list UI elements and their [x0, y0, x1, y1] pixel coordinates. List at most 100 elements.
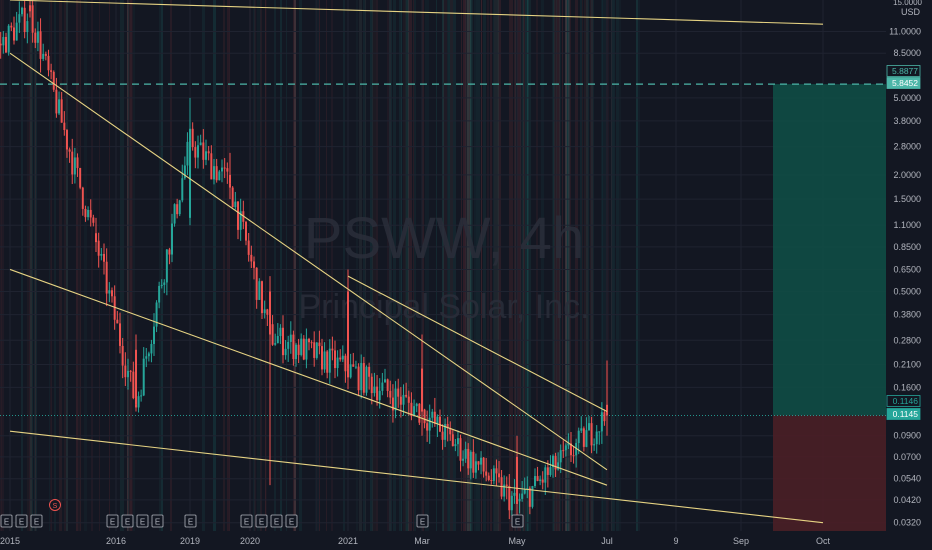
- volume-band: [467, 0, 471, 531]
- earnings-marker-label: E: [34, 518, 39, 527]
- price-axis-tick: 0.0420: [893, 495, 921, 505]
- price-axis-top-label: 15.0000: [893, 0, 922, 7]
- earnings-marker-label: E: [110, 518, 115, 527]
- candle: [518, 498, 521, 502]
- volume-band: [405, 0, 409, 531]
- volume-band: [29, 0, 32, 531]
- volume-band: [476, 0, 480, 531]
- volume-band: [274, 0, 276, 531]
- volume-band: [552, 0, 555, 531]
- candle: [349, 364, 352, 378]
- split-marker[interactable]: [49, 499, 61, 511]
- volume-band: [213, 0, 216, 531]
- price-axis-tick: 0.0540: [893, 474, 921, 484]
- earnings-marker[interactable]: [270, 514, 283, 528]
- volume-band: [34, 0, 37, 531]
- candle: [207, 151, 210, 154]
- candle: [441, 431, 444, 440]
- volume-band: [49, 0, 50, 531]
- candle: [391, 397, 394, 411]
- candle: [331, 348, 334, 351]
- trendline[interactable]: [9, 430, 824, 524]
- earnings-marker[interactable]: [106, 514, 119, 528]
- volume-band: [590, 0, 593, 531]
- volume-band: [365, 0, 366, 531]
- price-axis-tick: 0.2100: [893, 359, 921, 369]
- trendline[interactable]: [9, 0, 824, 25]
- candle: [415, 403, 418, 407]
- volume-band: [170, 0, 172, 531]
- volume-band: [568, 0, 571, 531]
- volume-band: [280, 0, 282, 531]
- volume-band: [0, 0, 4, 531]
- candle: [269, 291, 271, 335]
- candle: [168, 249, 171, 255]
- candle: [334, 350, 336, 369]
- volume-band: [584, 0, 588, 531]
- candle: [313, 342, 316, 358]
- earnings-marker[interactable]: [136, 514, 149, 528]
- volume-band: [467, 0, 471, 531]
- volume-band: [265, 0, 266, 531]
- candle: [199, 142, 202, 146]
- earnings-marker[interactable]: [285, 514, 298, 528]
- earnings-marker[interactable]: [184, 514, 197, 528]
- trendlines[interactable]: [9, 0, 824, 524]
- volume-band: [27, 0, 29, 531]
- volume-band: [525, 0, 528, 531]
- volume-band: [463, 0, 467, 531]
- earnings-marker[interactable]: [416, 514, 429, 528]
- candle: [13, 27, 15, 41]
- earnings-marker[interactable]: [255, 514, 268, 528]
- earnings-marker[interactable]: [240, 514, 253, 528]
- earnings-marker-label: E: [188, 518, 193, 527]
- candle: [173, 204, 176, 224]
- price-axis-tick: 8.5000: [893, 48, 921, 58]
- profit-zone[interactable]: [773, 84, 886, 416]
- earnings-marker[interactable]: [511, 514, 524, 528]
- candle: [600, 412, 603, 432]
- volume-band: [559, 0, 561, 531]
- earnings-marker[interactable]: [121, 514, 134, 528]
- trendline[interactable]: [347, 275, 608, 413]
- candle: [606, 404, 608, 416]
- volume-band: [260, 0, 262, 531]
- last-price-2-badge-text: 0.1145: [893, 409, 919, 419]
- candle: [42, 53, 45, 59]
- earnings-marker[interactable]: [30, 514, 43, 528]
- volume-band: [403, 0, 406, 531]
- candle: [271, 324, 274, 345]
- volume-band: [448, 0, 450, 531]
- time-axis[interactable]: 2015 2016 2019 2020 2021 Mar May Jul 9 Sep Oct: [0, 536, 830, 546]
- volume-band: [294, 0, 296, 531]
- candle: [418, 403, 421, 423]
- volume-band: [565, 0, 567, 531]
- candle: [444, 423, 447, 440]
- volume-band: [265, 0, 267, 531]
- volume-band: [463, 0, 466, 531]
- trendline[interactable]: [9, 52, 608, 471]
- trendline[interactable]: [9, 268, 608, 486]
- loss-zone[interactable]: [773, 415, 886, 531]
- earnings-marker[interactable]: [0, 514, 13, 528]
- price-axis-tick: 11.0000: [889, 27, 921, 37]
- candle: [490, 479, 493, 481]
- candle: [557, 462, 560, 470]
- event-markers: E E E E E E E E E E E E E E S: [0, 499, 524, 528]
- price-axis-tick: 1.1000: [893, 220, 921, 230]
- candle: [97, 240, 100, 256]
- candle: [562, 450, 565, 452]
- volume-band: [408, 0, 412, 531]
- candle: [549, 467, 552, 475]
- earnings-marker[interactable]: [15, 514, 28, 528]
- candle: [485, 471, 488, 476]
- earnings-marker[interactable]: [151, 514, 164, 528]
- candle: [570, 443, 572, 456]
- watermark-symbol: PSWW, 4h: [304, 206, 584, 271]
- candle: [554, 455, 557, 470]
- candle: [368, 366, 371, 377]
- volume-band: [582, 0, 583, 531]
- candle: [247, 240, 250, 255]
